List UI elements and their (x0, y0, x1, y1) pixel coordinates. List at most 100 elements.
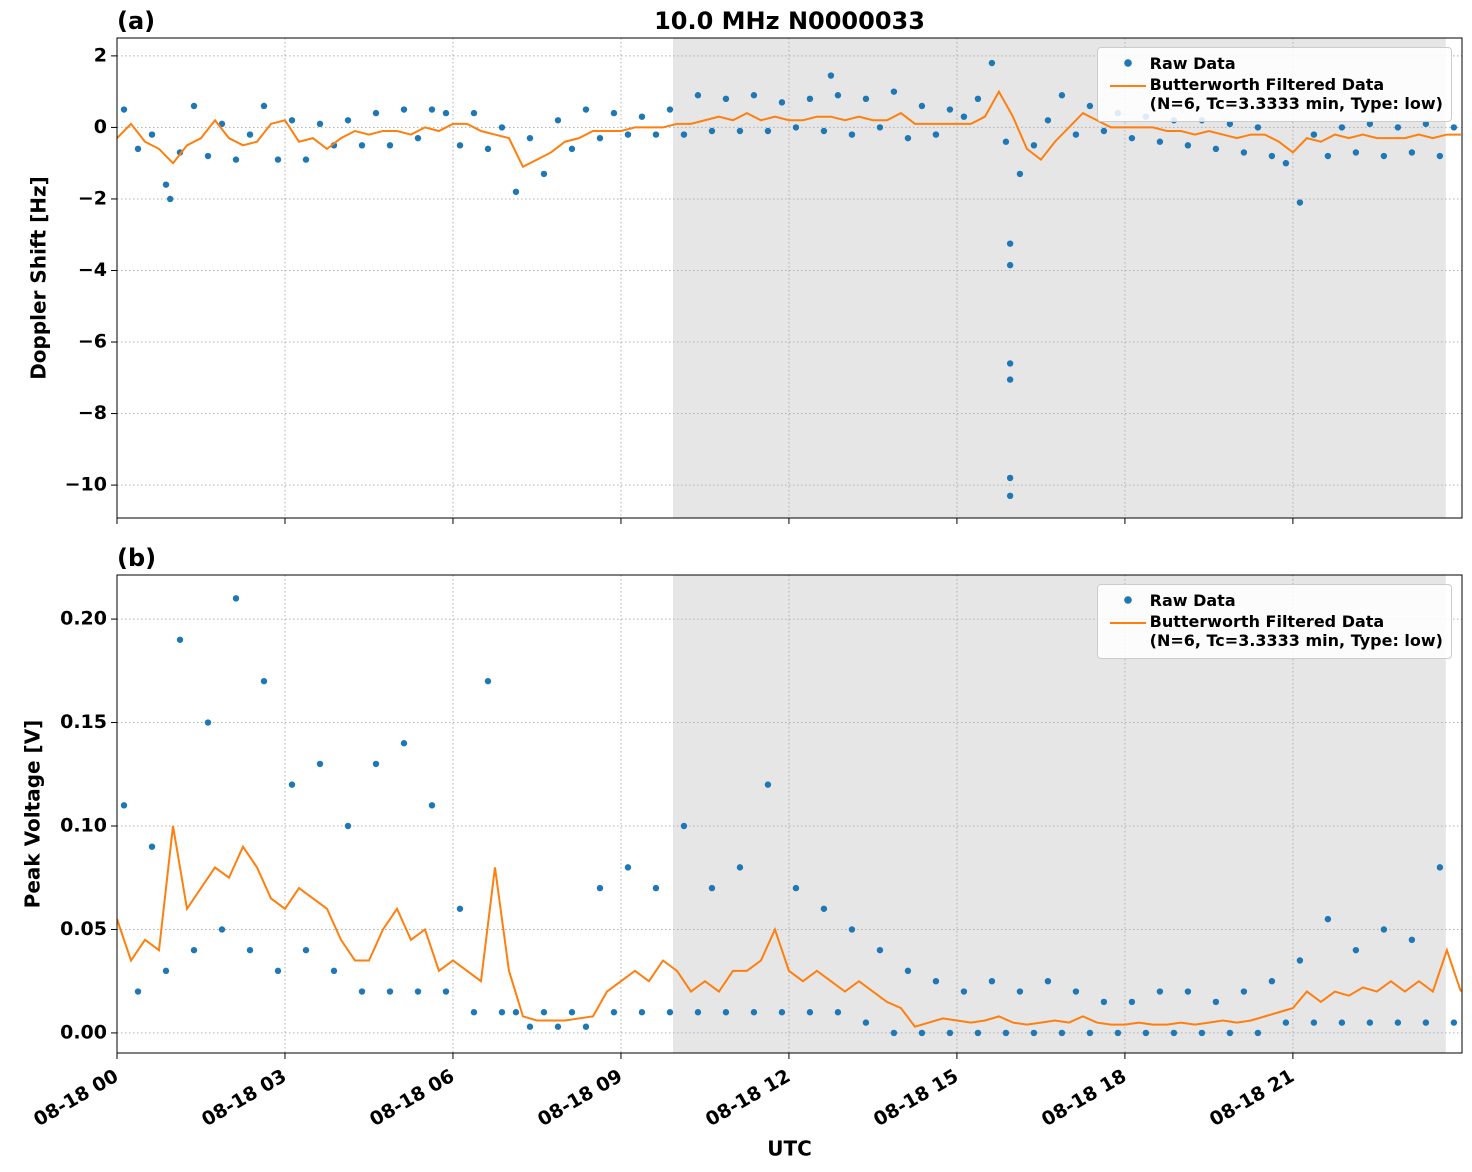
raw-point (1352, 149, 1360, 156)
raw-point (1058, 1029, 1066, 1037)
raw-point (190, 102, 198, 110)
x-tick-label: 08-18 18 (1038, 1065, 1130, 1131)
x-tick-label: 08-18 21 (1206, 1065, 1298, 1131)
raw-point (512, 188, 520, 196)
raw-point (1310, 131, 1318, 138)
raw-point (834, 1009, 842, 1016)
raw-point (1352, 946, 1360, 954)
raw-point (526, 1023, 534, 1030)
raw-point (554, 117, 562, 124)
raw-point (988, 977, 996, 985)
raw-point (1156, 138, 1164, 145)
raw-point (512, 1009, 520, 1016)
raw-point (470, 109, 478, 117)
raw-point (890, 88, 898, 95)
raw-point (1170, 1029, 1178, 1037)
raw-point (246, 131, 254, 138)
raw-point (904, 967, 912, 975)
legend-label: Butterworth Filtered Data (N=6, Tc=3.333… (1149, 75, 1443, 113)
raw-point (1240, 988, 1248, 995)
raw-point (1086, 102, 1094, 110)
raw-point (960, 988, 968, 995)
raw-point (1184, 142, 1192, 149)
raw-point (274, 967, 282, 975)
raw-point (204, 719, 212, 726)
legend-entry: Raw Data (1105, 591, 1443, 610)
panel-label: (b) (117, 544, 156, 572)
raw-point (1016, 170, 1024, 178)
raw-point (694, 92, 702, 99)
raw-point (1436, 864, 1444, 871)
raw-point (120, 106, 128, 113)
raw-point (456, 142, 464, 149)
raw-point (736, 127, 744, 135)
raw-point (1282, 159, 1290, 167)
raw-point (666, 106, 674, 113)
raw-point (260, 677, 268, 685)
raw-point (484, 145, 492, 153)
raw-point (750, 92, 758, 99)
raw-point (862, 95, 870, 103)
legend-entry: Butterworth Filtered Data (N=6, Tc=3.333… (1105, 612, 1443, 650)
raw-point (134, 988, 142, 995)
raw-point (166, 195, 174, 203)
raw-point (736, 864, 744, 871)
x-tick-label: 08-18 00 (30, 1065, 122, 1131)
raw-point (1030, 1029, 1038, 1037)
raw-point (274, 156, 282, 163)
raw-point (540, 170, 548, 178)
raw-point (806, 1009, 814, 1016)
raw-point (218, 926, 226, 933)
raw-point (918, 1029, 926, 1037)
raw-point (1128, 134, 1136, 142)
y-tick-label: −2 (78, 187, 107, 209)
raw-point (638, 113, 646, 120)
raw-point (1450, 124, 1458, 131)
raw-point (974, 95, 982, 103)
plot-area (117, 59, 1461, 500)
raw-point (827, 72, 835, 79)
raw-point (568, 145, 576, 153)
raw-point (1296, 957, 1304, 964)
raw-point (372, 109, 380, 117)
y-tick-label: 0.10 (60, 815, 107, 837)
raw-point (820, 905, 828, 912)
legend-label: Butterworth Filtered Data (N=6, Tc=3.333… (1149, 612, 1443, 650)
raw-point (1002, 138, 1010, 145)
raw-point (1338, 124, 1346, 131)
legend: Raw Data Butterworth Filtered Data (N=6, … (1096, 47, 1452, 122)
raw-point (260, 102, 268, 110)
raw-point (1114, 1029, 1122, 1037)
raw-point (680, 131, 688, 138)
raw-point (1058, 92, 1066, 99)
filtered-line (117, 825, 1462, 1028)
raw-point (484, 677, 492, 685)
raw-point (778, 99, 786, 106)
raw-point (1086, 1029, 1094, 1037)
raw-point (1044, 977, 1052, 985)
raw-point (834, 92, 842, 99)
raw-point (806, 95, 814, 103)
raw-point (848, 926, 856, 933)
raw-point (120, 802, 128, 809)
legend-symbol (1105, 612, 1150, 631)
raw-point (1226, 1029, 1234, 1037)
raw-point (876, 124, 884, 131)
raw-point (694, 1009, 702, 1016)
raw-point (1100, 127, 1108, 135)
raw-point (1268, 977, 1276, 985)
raw-point (1156, 988, 1164, 995)
raw-point (232, 156, 240, 163)
raw-point (652, 884, 660, 892)
raw-point (722, 1009, 730, 1016)
raw-point (302, 946, 310, 954)
raw-point (610, 109, 618, 117)
raw-point (988, 59, 996, 67)
raw-point (288, 117, 296, 124)
raw-point (498, 1009, 506, 1016)
raw-point (414, 134, 422, 142)
raw-point (1422, 1019, 1430, 1026)
raw-point (582, 106, 590, 113)
panel-label: (a) (117, 7, 155, 35)
